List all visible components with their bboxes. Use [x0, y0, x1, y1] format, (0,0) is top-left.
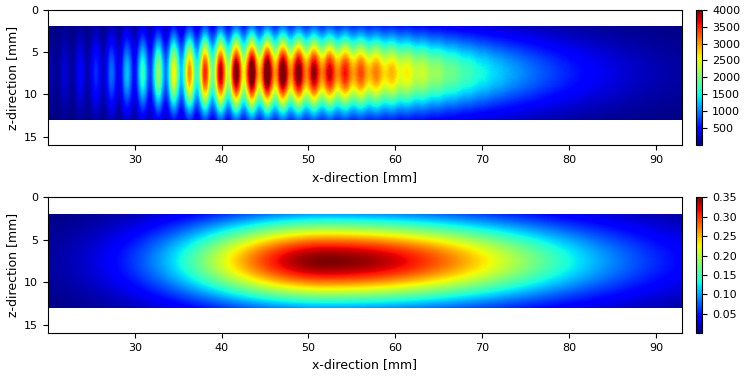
Y-axis label: z-direction [mm]: z-direction [mm] — [5, 25, 19, 130]
X-axis label: x-direction [mm]: x-direction [mm] — [313, 171, 418, 184]
X-axis label: x-direction [mm]: x-direction [mm] — [313, 359, 418, 371]
Y-axis label: z-direction [mm]: z-direction [mm] — [5, 213, 19, 317]
